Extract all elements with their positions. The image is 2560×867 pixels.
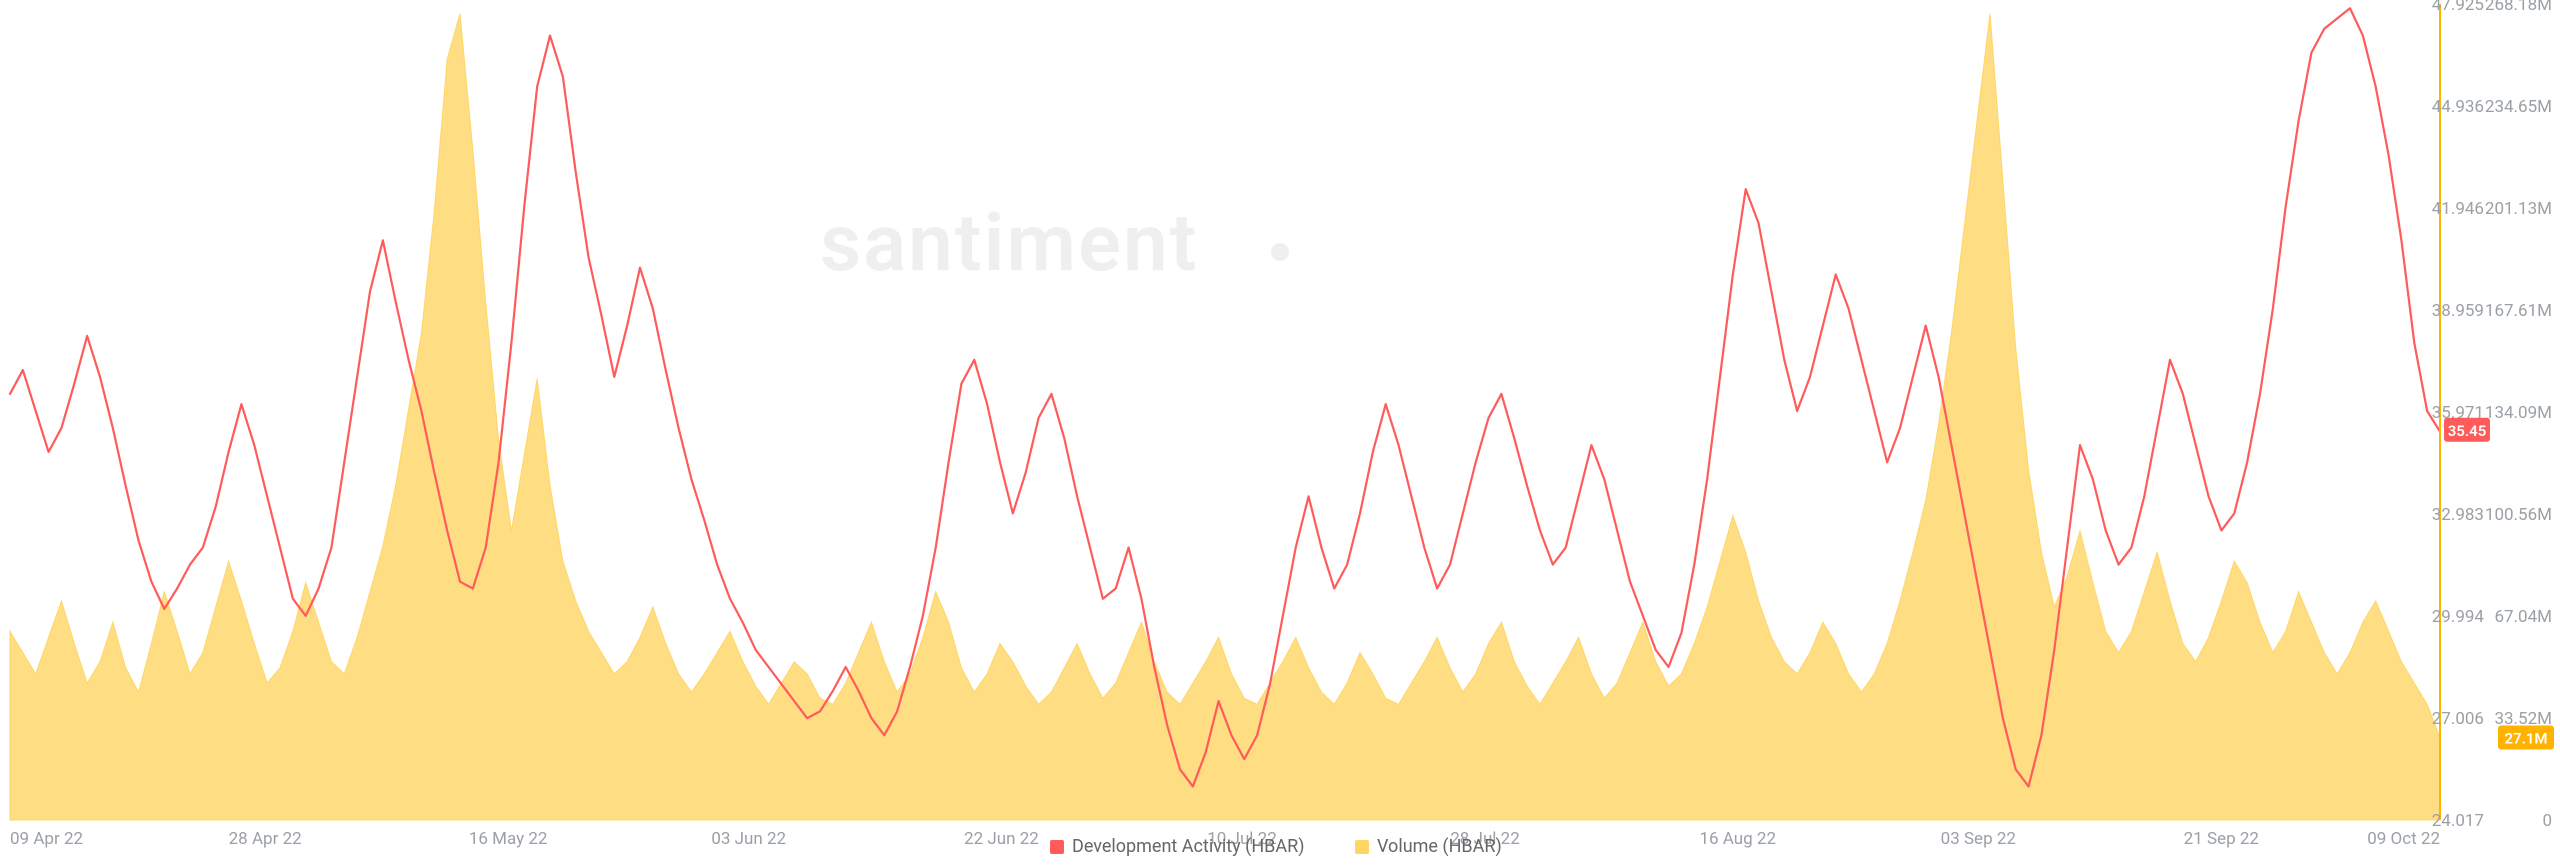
x-tick-label: 09 Oct 22 (2367, 829, 2440, 849)
y-right-tick-label: 268.18M (2485, 0, 2552, 15)
y-left-tick-label: 47.925 (2432, 0, 2484, 15)
x-tick-label: 21 Sep 22 (2184, 829, 2259, 849)
y-left-tick-label: 44.936 (2432, 97, 2484, 117)
y-right-tick-label: 234.65M (2485, 97, 2552, 117)
y-right-tick-label: 67.04M (2494, 607, 2552, 627)
y-left-tick-label: 32.983 (2432, 505, 2484, 525)
x-tick-label: 16 Aug 22 (1699, 829, 1776, 849)
y-right-tick-label: 167.61M (2485, 301, 2552, 321)
y-right-tick-label: 134.09M (2485, 403, 2552, 423)
watermark: santiment (820, 196, 1199, 290)
legend-label: Development Activity (HBAR) (1072, 836, 1304, 857)
y-left-tick-label: 41.946 (2432, 199, 2484, 219)
y-right-tick-label: 100.56M (2485, 505, 2552, 525)
x-tick-label: 03 Jun 22 (711, 829, 786, 849)
legend-swatch (1050, 840, 1064, 854)
time-series-chart: santiment 09 Apr 22 28 Apr 22 16 May 22 03 J… (0, 0, 2560, 867)
y-left-tick-label: 27.006 (2432, 709, 2484, 729)
y-left-tick-label: 29.994 (2432, 607, 2485, 627)
y-right-tick-label: 0 (2542, 811, 2552, 831)
x-tick-label: 28 Apr 22 (229, 829, 302, 849)
x-tick-label: 09 Apr 22 (10, 829, 83, 849)
legend-label: Volume (HBAR) (1377, 836, 1502, 857)
x-tick-label: 03 Sep 22 (1941, 829, 2016, 849)
y-left-tick-label: 24.017 (2432, 811, 2484, 831)
y-left-badge-value: 35.45 (2448, 422, 2487, 440)
legend-swatch (1355, 840, 1369, 854)
volume-area (10, 14, 2440, 820)
x-tick-label: 16 May 22 (469, 829, 548, 849)
y-left-tick-label: 38.959 (2432, 301, 2484, 321)
watermark-dot (1271, 243, 1289, 261)
y-right-tick-label: 201.13M (2485, 199, 2552, 219)
y-right-badge-value: 27.1M (2504, 730, 2547, 748)
x-tick-label: 22 Jun 22 (964, 829, 1039, 849)
